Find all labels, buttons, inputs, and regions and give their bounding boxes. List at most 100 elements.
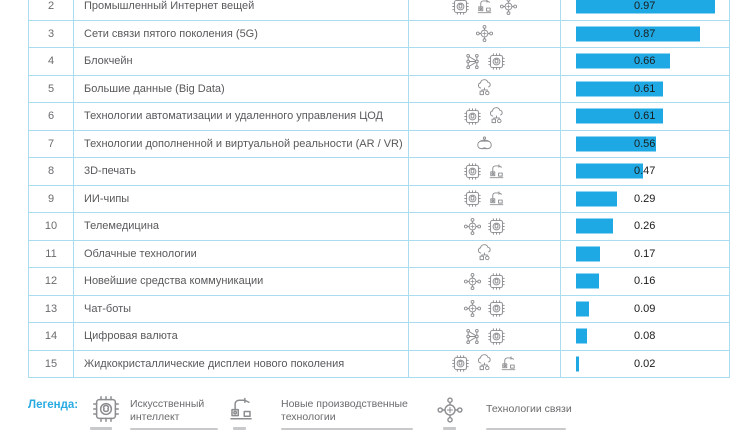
rank-cell: 15 <box>29 350 74 377</box>
cloud-icon <box>475 354 494 373</box>
technology-name: 3D-печать <box>74 158 409 185</box>
score-bar-cell: 0.26 <box>561 213 729 240</box>
network-icon <box>463 272 482 291</box>
score-bar <box>576 136 656 152</box>
network-icon <box>463 217 482 236</box>
score-bar-cell: 0.56 <box>561 131 729 158</box>
score-bar-cell: 0.47 <box>561 158 729 185</box>
network-icon <box>463 299 482 318</box>
score-bar <box>576 246 600 262</box>
rank-cell: 9 <box>29 185 74 212</box>
score-value: 0.61 <box>634 82 656 95</box>
table-row: 5 Большие данные (Big Data) 0.61 <box>29 75 729 103</box>
category-icons <box>409 323 561 350</box>
score-bar <box>576 191 617 207</box>
score-bar <box>576 218 613 234</box>
category-icons <box>409 48 561 75</box>
category-icons <box>409 130 561 157</box>
ai-chip-icon <box>91 394 121 424</box>
ai-chip-icon <box>487 327 506 346</box>
score-bar <box>576 81 663 97</box>
technology-name: Сети связи пятого поколения (5G) <box>74 20 409 47</box>
score-bar <box>576 0 715 14</box>
table-row: 11 Облачные технологии 0.17 <box>29 240 729 268</box>
cloud-icon <box>487 107 506 126</box>
score-value: 0.87 <box>634 27 656 40</box>
production-icon <box>475 0 494 16</box>
technology-name: Технологии автоматизации и удаленного уп… <box>74 103 409 130</box>
ai-chip-icon <box>463 189 482 208</box>
score-bar-cell: 0.87 <box>561 21 729 48</box>
score-bar <box>576 53 670 69</box>
technology-name: Блокчейн <box>74 48 409 75</box>
category-icons <box>409 350 561 377</box>
table-row: 7 Технологии дополненной и виртуальной ре… <box>29 130 729 158</box>
score-bar <box>576 163 643 179</box>
technology-name: Промышленный Интернет вещей <box>74 0 409 20</box>
blockchain-icon <box>463 327 482 346</box>
ai-chip-icon <box>463 162 482 181</box>
table-row: 13 Чат-боты 0.09 <box>29 295 729 323</box>
table-row: 15 Жидкокристаллические дисплеи нового по… <box>29 350 729 378</box>
score-bar <box>576 301 589 317</box>
production-icon <box>499 354 518 373</box>
cloud-icon <box>475 244 494 263</box>
technology-ranking-table: 2 Промышленный Интернет вещей 0.97 3 Сети св… <box>28 0 730 378</box>
vr-icon <box>475 134 494 153</box>
table-row: 9 ИИ-чипы 0.29 <box>29 185 729 213</box>
technology-name: Большие данные (Big Data) <box>74 75 409 102</box>
network-icon <box>475 24 494 43</box>
score-value: 0.17 <box>634 247 656 260</box>
score-bar-cell: 0.17 <box>561 241 729 268</box>
technology-name: ИИ-чипы <box>74 185 409 212</box>
network-icon <box>436 396 464 424</box>
score-bar-cell: 0.08 <box>561 323 729 350</box>
table-row: 3 Сети связи пятого поколения (5G) 0.87 <box>29 20 729 48</box>
table-row: 10 Телемедицина 0.26 <box>29 213 729 241</box>
score-value: 0.29 <box>634 192 656 205</box>
legend-title: Легенда: <box>28 399 79 411</box>
ai-chip-icon <box>487 272 506 291</box>
blockchain-icon <box>463 52 482 71</box>
cloud-icon <box>475 79 494 98</box>
score-value: 0.09 <box>634 302 656 315</box>
production-icon <box>487 162 506 181</box>
score-bar-cell: 0.61 <box>561 103 729 130</box>
ai-chip-icon <box>463 107 482 126</box>
legend-item-label: Технологии связи <box>486 403 572 415</box>
technology-name: Жидкокристаллические дисплеи нового поко… <box>74 350 409 377</box>
ai-chip-icon <box>451 0 470 16</box>
score-value: 0.02 <box>634 357 656 370</box>
rank-cell: 2 <box>29 0 74 20</box>
score-bar <box>576 328 587 344</box>
ai-chip-icon <box>487 299 506 318</box>
ai-chip-icon <box>451 354 470 373</box>
ai-chip-icon <box>487 217 506 236</box>
score-bar <box>576 108 663 124</box>
ai-chip-icon <box>487 52 506 71</box>
score-bar-cell: 0.02 <box>561 351 729 378</box>
score-value: 0.08 <box>634 330 656 343</box>
rank-cell: 4 <box>29 48 74 75</box>
category-icons <box>409 20 561 47</box>
score-value: 0.26 <box>634 220 656 233</box>
score-bar-cell: 0.97 <box>561 0 729 20</box>
rank-cell: 12 <box>29 268 74 295</box>
category-icons <box>409 240 561 267</box>
category-icons <box>409 185 561 212</box>
category-icons <box>409 103 561 130</box>
score-value: 0.16 <box>634 275 656 288</box>
score-bar-cell: 0.66 <box>561 48 729 75</box>
technology-name: Новейшие средства коммуникации <box>74 268 409 295</box>
technology-name: Чат-боты <box>74 295 409 322</box>
score-bar <box>576 356 579 372</box>
rank-cell: 10 <box>29 213 74 240</box>
score-bar-cell: 0.09 <box>561 296 729 323</box>
technology-name: Цифровая валюта <box>74 323 409 350</box>
network-icon <box>499 0 518 16</box>
score-value: 0.66 <box>634 55 656 68</box>
category-icons <box>409 0 561 20</box>
score-bar-cell: 0.16 <box>561 268 729 295</box>
technology-name: Технологии дополненной и виртуальной реа… <box>74 130 409 157</box>
category-icons <box>409 75 561 102</box>
